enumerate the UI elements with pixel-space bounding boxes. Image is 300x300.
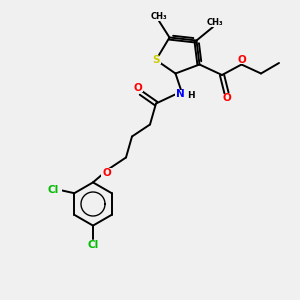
Bar [151, 56, 161, 64]
Text: CH₃: CH₃ [151, 12, 167, 21]
Bar [203, 18, 226, 27]
Text: N: N [176, 89, 184, 100]
Bar [101, 168, 112, 177]
Bar [175, 90, 185, 99]
Text: O: O [237, 55, 246, 65]
Text: CH₃: CH₃ [206, 18, 223, 27]
Bar [85, 240, 101, 249]
Bar [221, 94, 232, 102]
Text: S: S [152, 55, 160, 65]
Bar [133, 83, 143, 92]
Text: Cl: Cl [48, 185, 59, 195]
Bar [147, 12, 171, 21]
Text: O: O [134, 82, 142, 93]
Text: Cl: Cl [87, 239, 99, 250]
Text: O: O [102, 167, 111, 178]
Bar [186, 91, 196, 99]
Bar [236, 56, 247, 64]
Bar [45, 186, 62, 194]
Text: O: O [222, 93, 231, 103]
Text: H: H [187, 91, 195, 100]
